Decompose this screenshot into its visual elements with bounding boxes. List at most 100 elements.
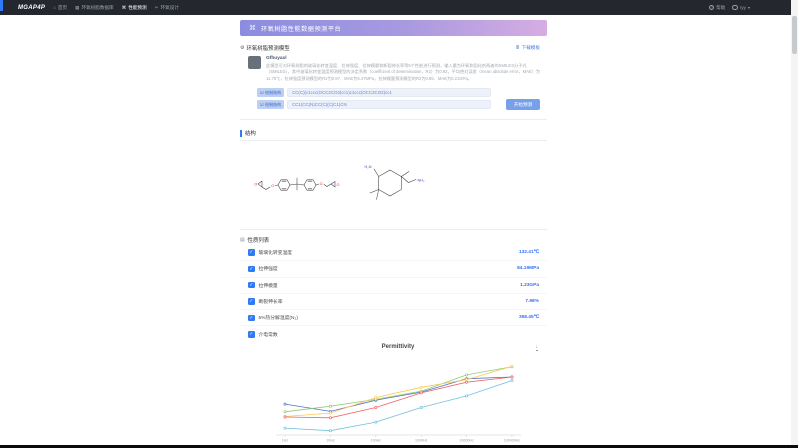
epoxy-molecule-structure: O O O O: [254, 177, 340, 191]
property-row-elongation: ✓ 断裂伸长率 7.98%: [240, 294, 547, 311]
property-row-tensile-strength: ✓ 拉伸强度 84.19MPa: [240, 261, 547, 278]
home-icon: ⌂: [53, 5, 56, 10]
user-name: ryy: [739, 5, 746, 10]
property-label: 断裂伸长率: [258, 300, 283, 306]
property-row-tensile-modulus: ✓ 拉伸模量 1.23GPa: [240, 278, 547, 294]
property-list: ✓ 玻璃化转变温度 132.41℃ ✓ 拉伸强度 84.19MPa ✓ 拉伸模量…: [240, 245, 547, 343]
epoxy-input-row: ☑ 绘制结构: [257, 88, 492, 97]
model-card: Gfhuyaxl 此模型可对环氧树脂的玻璃化转变温度、拉伸强度、拉伸模量和断裂伸…: [248, 56, 546, 83]
taskbar-edge: [0, 445, 798, 448]
app-logo: MGAP4P: [18, 4, 46, 11]
oxygen-atom: O: [254, 183, 257, 187]
page-banner: ⌘ 环氧树脂性能数据预测平台: [240, 20, 547, 36]
model-name: Gfhuyaxl: [266, 56, 287, 61]
property-value: 1.23GPa: [520, 282, 539, 288]
list-icon: ▤: [240, 237, 245, 243]
property-value: 7.98%: [525, 299, 539, 305]
property-row-decomposition: ✓ 5%热分解温度(N₂) 358.45℃: [240, 310, 547, 327]
svg-text:10Hz: 10Hz: [326, 439, 335, 443]
property-value: 358.45℃: [518, 315, 539, 321]
design-icon: ✂: [154, 4, 159, 10]
start-predict-button[interactable]: 开始预测: [506, 99, 540, 110]
top-navbar: MGAP4P ⌂ 首页 ▦ 环氧树脂数据库 ⌘ 性能预测 ✂ 环氧设计 ? 帮助…: [0, 0, 798, 15]
model-description: 此模型可对环氧树脂的玻璃化转变温度、拉伸强度、拉伸模量和断裂伸长率等5个性能进行…: [266, 62, 541, 82]
oxygen-atom: O: [320, 182, 323, 186]
nav-item-database[interactable]: ▦ 环氧树脂数据库: [75, 5, 114, 11]
divider: [240, 140, 547, 141]
draw-structure-label: 绘制结构: [265, 101, 282, 107]
amine-group: NH₂: [418, 179, 425, 183]
checkbox-icon: ☑: [260, 102, 264, 107]
chevron-down-icon: ▾: [747, 5, 750, 10]
property-label: 5%热分解温度(N₂): [258, 316, 298, 322]
nav-item-home[interactable]: ⌂ 首页: [53, 5, 67, 11]
properties-section-title: 性质列表: [247, 238, 270, 244]
section-accent-bar: [240, 129, 242, 137]
nav-item-predict[interactable]: ⌘ 性能预测: [122, 5, 147, 11]
chart-title: Permittivity: [381, 344, 415, 350]
model-avatar: [248, 56, 261, 69]
property-checkbox[interactable]: ✓: [248, 265, 255, 273]
oxygen-atom: O: [337, 183, 340, 187]
chart-download-icon[interactable]: ↓: [535, 344, 538, 351]
page-title: 环氧树脂性能数据预测平台: [261, 25, 342, 33]
scrollbar[interactable]: [791, 0, 798, 445]
scrollbar-thumb[interactable]: [792, 16, 797, 54]
property-label: 拉伸强度: [258, 267, 278, 273]
property-checkbox[interactable]: ✓: [248, 298, 255, 305]
draw-structure-label: 绘制结构: [265, 89, 282, 95]
nav-item-design[interactable]: ✂ 环氧设计: [155, 5, 179, 11]
download-template-label: 下载模板: [521, 45, 540, 50]
browser-caret-artifact: [0, 0, 3, 11]
svg-text:10000Hz: 10000Hz: [459, 439, 474, 443]
property-label: 拉伸模量: [258, 283, 278, 289]
nav-item-label: 环氧设计: [160, 4, 179, 10]
nav-item-label: 环氧树脂数据库: [81, 4, 114, 10]
model-icon: ⚙: [240, 45, 245, 51]
property-label: 介电常数: [258, 333, 278, 339]
property-value: 84.19MPa: [517, 266, 539, 272]
amine-group: H₂N: [365, 165, 372, 169]
property-label: 玻璃化转变温度: [258, 251, 293, 257]
checkbox-icon: ☑: [260, 90, 264, 95]
hardener-molecule-structure: H₂N NH₂: [365, 165, 425, 200]
nav-item-label: 首页: [57, 4, 68, 10]
help-icon: ?: [709, 5, 715, 10]
permittivity-chart: 1Hz 10Hz 100Hz 1000Hz 10000Hz 100000Hz: [276, 364, 521, 443]
download-template-link[interactable]: ≣ 下载模板: [516, 45, 540, 51]
model-section-title: 环氧树脂预测模型: [246, 46, 290, 52]
svg-text:100000Hz: 100000Hz: [504, 439, 521, 443]
hardener-input-row: ☑ 绘制结构: [257, 100, 492, 109]
property-row-permittivity: ✓ 介电常数: [240, 326, 547, 342]
help-button[interactable]: ? 帮助: [709, 5, 725, 11]
oxygen-atom: O: [271, 184, 274, 188]
draw-structure-button-hardener[interactable]: ☑ 绘制结构: [257, 100, 285, 109]
platform-icon: ⌘: [249, 25, 256, 32]
download-template-icon: ≣: [515, 45, 520, 50]
help-label: 帮助: [716, 4, 726, 10]
nav-item-label: 性能预测: [128, 4, 147, 10]
draw-structure-button-epoxy[interactable]: ☑ 绘制结构: [257, 88, 285, 97]
properties-section-header: ▤ 性质列表: [240, 236, 270, 245]
property-checkbox[interactable]: ✓: [248, 314, 255, 322]
structure-section-header: 结构: [240, 129, 256, 137]
svg-text:100Hz: 100Hz: [371, 439, 382, 443]
permittivity-chart-card: Permittivity ↓ 1Hz 10Hz 100Hz 1000Hz 10000Hz…: [248, 344, 548, 445]
user-icon: [732, 4, 738, 11]
property-checkbox[interactable]: ✓: [248, 331, 255, 338]
divider: [240, 119, 547, 120]
property-value: 132.41℃: [518, 250, 539, 256]
divider: [240, 229, 547, 230]
model-section-header: ⚙ 环氧树脂预测模型 ≣ 下载模板: [240, 44, 540, 52]
svg-text:1Hz: 1Hz: [282, 439, 289, 443]
property-checkbox[interactable]: ✓: [248, 281, 255, 289]
structure-section-title: 结构: [245, 131, 256, 137]
property-row-tg: ✓ 玻璃化转变温度 132.41℃: [240, 245, 547, 262]
hardener-smiles-input[interactable]: [287, 100, 492, 109]
property-checkbox[interactable]: ✓: [248, 249, 255, 256]
database-icon: ▦: [75, 4, 80, 10]
epoxy-smiles-input[interactable]: [287, 88, 492, 97]
predict-icon: ⌘: [121, 4, 127, 10]
user-menu[interactable]: ryy ▾: [732, 4, 750, 11]
